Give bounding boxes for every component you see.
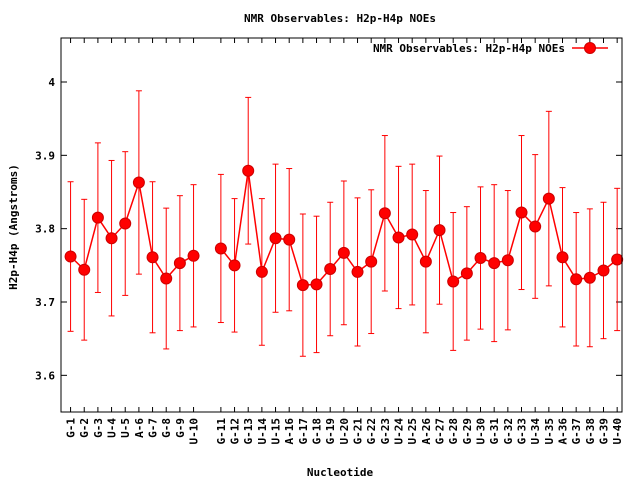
x-tick-label: A-6 [133,418,146,438]
data-point [228,259,241,272]
x-tick-label: G-3 [92,418,105,438]
x-tick-label: G-2 [78,418,91,438]
data-point [515,206,528,219]
data-point [105,232,118,245]
data-point [447,275,460,288]
x-tick-label: G-18 [311,418,324,445]
data-point [611,253,624,266]
x-tick-label: G-23 [379,418,392,445]
x-tick-label: U-25 [406,418,419,445]
x-tick-label: G-8 [160,418,173,438]
data-point [324,263,337,275]
x-tick-label: G-33 [516,418,529,445]
data-point [269,232,282,245]
x-tick-label: U-30 [475,418,488,445]
x-tick-label: G-1 [65,418,78,438]
x-tick-label: G-39 [598,418,611,445]
x-tick-label: G-29 [461,418,474,445]
x-tick-label: G-27 [434,418,447,445]
x-tick-label: U-40 [611,418,624,445]
data-point [160,272,173,285]
x-tick-label: U-5 [119,418,132,438]
x-tick-label: U-24 [393,418,406,445]
data-point [214,242,227,255]
data-points [64,164,624,292]
data-point [187,249,200,262]
data-point [64,250,77,263]
data-point [310,278,323,291]
x-tick-label: G-31 [488,418,501,445]
x-tick-label: G-38 [584,418,597,445]
data-point [474,252,487,264]
plot-frame [60,37,623,413]
x-tick-label: U-15 [270,418,283,445]
x-tick-label: G-13 [242,418,255,445]
data-point [91,211,104,224]
series-line-segment [220,170,618,286]
data-point [542,192,555,205]
data-point [419,255,432,268]
data-point [597,264,610,277]
x-tick-label: A-16 [283,418,296,445]
data-point [242,164,255,177]
data-point [378,207,391,220]
legend: NMR Observables: H2p-H4p NOEs [373,42,608,55]
x-tick-label: U-10 [188,418,201,445]
x-tick-label: G-7 [147,418,160,438]
data-point [119,217,132,230]
x-tick-label: G-12 [229,418,242,445]
x-axis-label: Nucleotide [307,466,374,479]
x-tick-label: G-22 [365,418,378,445]
chart-title: NMR Observables: H2p-H4p NOEs [244,12,436,25]
data-point [351,265,364,278]
legend-label: NMR Observables: H2p-H4p NOEs [373,42,565,55]
x-tick-label: G-17 [297,418,310,445]
data-point [132,176,145,189]
data-point [433,224,446,237]
x-tick-label: G-11 [215,418,228,445]
x-tick-label: U-20 [338,418,351,445]
x-tick-label: U-34 [529,418,542,445]
legend-marker [584,42,596,54]
x-tick-label: U-4 [106,418,119,438]
x-tick-label: G-28 [447,418,460,445]
x-tick-label: A-26 [420,418,433,445]
y-axis-label: H2p-H4p (Angstroms) [7,164,20,290]
y-tick-label: 4 [48,76,55,89]
data-point [529,220,542,233]
data-point [460,267,473,280]
data-point [255,265,268,278]
data-point [556,251,569,264]
data-point [173,257,186,270]
y-tick-label: 3.7 [35,296,55,309]
data-point [365,255,378,268]
data-point [337,246,350,259]
data-point [583,271,596,284]
data-point [283,233,296,246]
x-tick-label: G-9 [174,418,187,438]
data-point [570,273,583,286]
x-tick-label: A-36 [557,418,570,445]
data-point [501,254,514,267]
data-point [146,251,159,264]
y-tick-label: 3.9 [35,149,55,162]
data-point [406,228,419,241]
y-tick-label: 3.6 [35,369,55,382]
x-tick-label: G-32 [502,418,515,445]
data-point [78,263,91,276]
data-point [392,231,405,244]
series-line-segment [70,182,194,280]
x-tick-label: U-35 [543,418,556,445]
x-tick-label: G-37 [570,418,583,445]
data-point [488,257,501,270]
x-tick-label: G-19 [324,418,337,445]
x-tick-label: G-21 [352,418,365,445]
data-point [296,279,309,292]
y-tick-label: 3.8 [35,223,55,236]
x-axis: G-1 G-2 G-3 U-4 U-5 A-6 G-7 G-8 G-9 U-10 G-11 G-12 G… [65,38,624,445]
x-tick-label: U-14 [256,418,269,445]
y-axis: 3.6 3.7 3.8 3.9 4 [35,76,622,382]
